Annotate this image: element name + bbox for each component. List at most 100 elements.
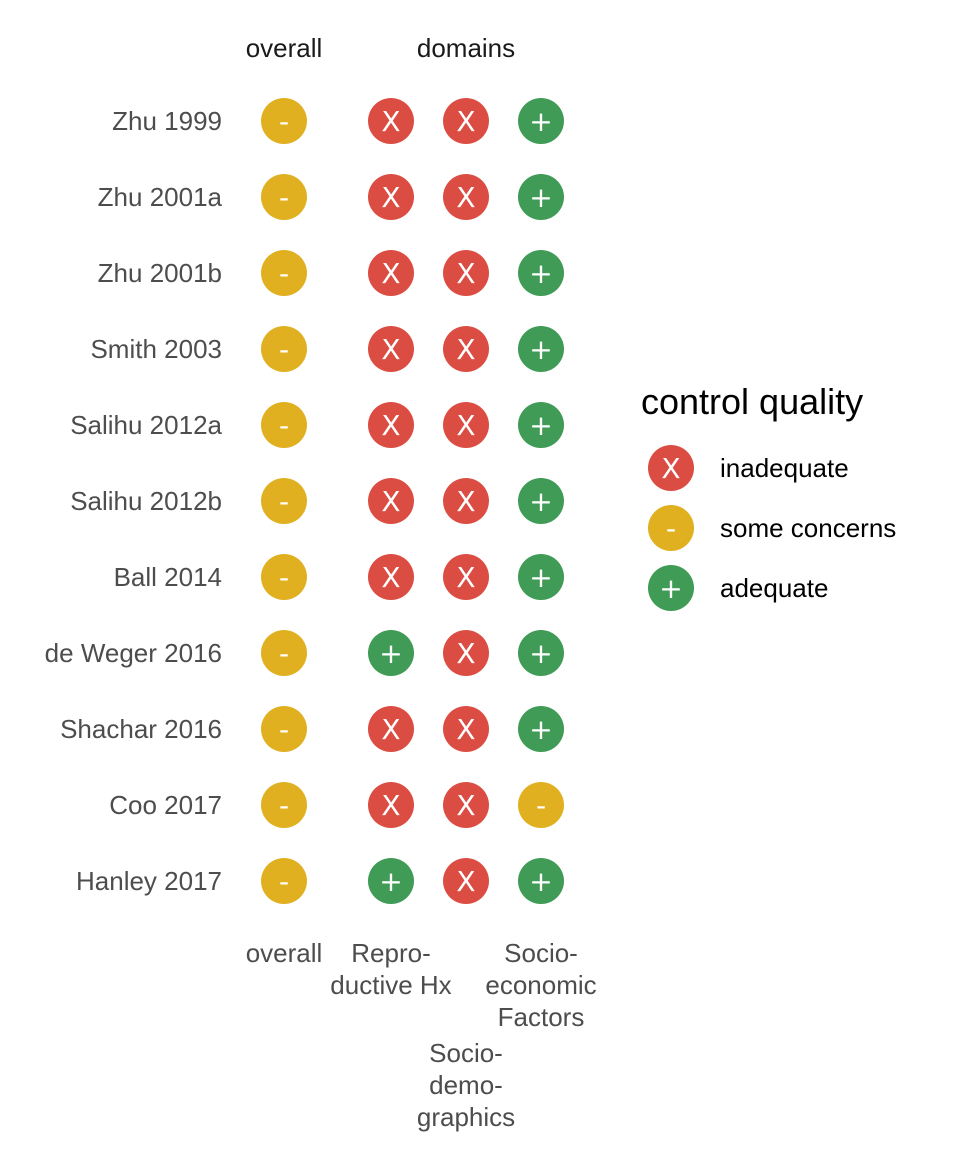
- adequate-circle: [518, 478, 564, 524]
- adequate-circle: [518, 98, 564, 144]
- rating-inadequate: X: [443, 478, 489, 524]
- rating-adequate: +: [518, 174, 564, 220]
- some-concerns-circle: [261, 706, 307, 752]
- column-label-line: Repro-: [351, 938, 430, 968]
- inadequate-circle: [368, 782, 414, 828]
- rating-inadequate: X: [368, 782, 414, 828]
- rating-some-concerns: -: [261, 174, 307, 220]
- some-concerns-circle: [261, 630, 307, 676]
- inadequate-circle: [443, 174, 489, 220]
- rating-adequate: +: [518, 706, 564, 752]
- inadequate-symbol: X: [381, 485, 400, 518]
- some-concerns-circle: [261, 858, 307, 904]
- rating-adequate: +: [518, 630, 564, 676]
- inadequate-circle: [368, 326, 414, 372]
- rating-inadequate: X: [368, 326, 414, 372]
- some-concerns-circle: [261, 326, 307, 372]
- adequate-symbol: +: [529, 333, 552, 366]
- rating-adequate: +: [368, 858, 414, 904]
- rating-adequate: +: [518, 402, 564, 448]
- some-concerns-circle: [648, 505, 694, 551]
- row-label: de Weger 2016: [45, 638, 222, 668]
- some-concerns-circle: [518, 782, 564, 828]
- legend-key-adequate: +: [648, 565, 694, 611]
- row-label: Ball 2014: [114, 562, 222, 592]
- adequate-symbol: +: [529, 181, 552, 214]
- some-concerns-symbol: -: [279, 865, 289, 898]
- some-concerns-circle: [261, 98, 307, 144]
- rating-some-concerns: -: [261, 250, 307, 296]
- row-label: Hanley 2017: [76, 866, 222, 896]
- rating-adequate: +: [518, 858, 564, 904]
- adequate-circle: [518, 250, 564, 296]
- rating-inadequate: X: [443, 98, 489, 144]
- adequate-symbol: +: [529, 865, 552, 898]
- rating-adequate: +: [368, 630, 414, 676]
- inadequate-circle: [443, 554, 489, 600]
- legend-key-inadequate: X: [648, 445, 694, 491]
- inadequate-symbol: X: [661, 452, 680, 485]
- inadequate-circle: [443, 630, 489, 676]
- inadequate-circle: [368, 402, 414, 448]
- rating-inadequate: X: [368, 250, 414, 296]
- rating-some-concerns: -: [261, 706, 307, 752]
- adequate-symbol: +: [529, 409, 552, 442]
- column-label-line: graphics: [417, 1102, 515, 1132]
- adequate-symbol: +: [529, 637, 552, 670]
- some-concerns-symbol: -: [279, 181, 289, 214]
- some-concerns-symbol: -: [279, 561, 289, 594]
- inadequate-symbol: X: [456, 865, 475, 898]
- inadequate-symbol: X: [456, 181, 475, 214]
- rating-cells: - X X + - X X + - X X + - X X + - X X + - X X + - X X + - + X + - X X + - X X -…: [261, 98, 564, 904]
- column-label-line: economic: [485, 970, 596, 1000]
- column-label-line: Socio-: [504, 938, 578, 968]
- rating-inadequate: X: [368, 402, 414, 448]
- row-label: Coo 2017: [109, 790, 222, 820]
- some-concerns-symbol: -: [279, 637, 289, 670]
- column-label-line: Factors: [498, 1002, 585, 1032]
- inadequate-symbol: X: [456, 105, 475, 138]
- adequate-symbol: +: [529, 485, 552, 518]
- column-label: Repro-ductive Hx: [330, 938, 451, 1000]
- column-label: Socio-demo-graphics: [417, 1038, 515, 1132]
- inadequate-symbol: X: [381, 561, 400, 594]
- inadequate-circle: [368, 98, 414, 144]
- adequate-circle: [518, 174, 564, 220]
- adequate-symbol: +: [529, 257, 552, 290]
- rating-inadequate: X: [368, 706, 414, 752]
- rating-some-concerns: -: [261, 98, 307, 144]
- legend-label: inadequate: [720, 453, 849, 483]
- rating-adequate: +: [518, 554, 564, 600]
- inadequate-circle: [368, 478, 414, 524]
- legend-label: some concerns: [720, 513, 896, 543]
- adequate-circle: [518, 630, 564, 676]
- inadequate-symbol: X: [456, 789, 475, 822]
- inadequate-circle: [368, 706, 414, 752]
- rating-inadequate: X: [443, 630, 489, 676]
- legend-key-some-concerns: -: [648, 505, 694, 551]
- column-label-line: demo-: [429, 1070, 503, 1100]
- some-concerns-symbol: -: [279, 713, 289, 746]
- adequate-symbol: +: [659, 572, 682, 605]
- inadequate-symbol: X: [456, 561, 475, 594]
- domains-header: domains: [417, 33, 515, 63]
- rating-some-concerns: -: [261, 630, 307, 676]
- some-concerns-circle: [261, 554, 307, 600]
- inadequate-symbol: X: [456, 637, 475, 670]
- adequate-circle: [518, 554, 564, 600]
- inadequate-symbol: X: [381, 257, 400, 290]
- inadequate-circle: [443, 250, 489, 296]
- rating-some-concerns: -: [261, 326, 307, 372]
- column-label-line: ductive Hx: [330, 970, 451, 1000]
- rating-inadequate: X: [443, 858, 489, 904]
- row-label: Salihu 2012b: [70, 486, 222, 516]
- inadequate-circle: [443, 858, 489, 904]
- adequate-circle: [518, 326, 564, 372]
- adequate-circle: [368, 858, 414, 904]
- rating-inadequate: X: [443, 706, 489, 752]
- rating-some-concerns: -: [261, 858, 307, 904]
- adequate-circle: [648, 565, 694, 611]
- adequate-circle: [518, 402, 564, 448]
